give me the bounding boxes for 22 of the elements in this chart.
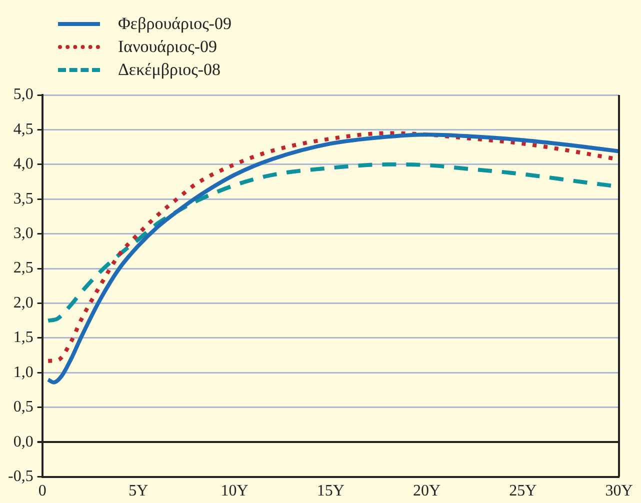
legend-label: Φεβρουάριος-09 <box>118 14 232 34</box>
legend-label: Δεκέμβριος-08 <box>118 60 220 80</box>
y-tick-label: 1,5 <box>13 329 34 346</box>
y-tick-label: 2,0 <box>13 294 34 312</box>
y-tick-label: 2,5 <box>13 260 34 277</box>
x-tick-label: 20Y <box>412 482 441 500</box>
x-tick-label: 25Y <box>509 482 538 500</box>
x-tick-label: 30Y <box>605 482 634 500</box>
legend-label: Ιανουάριος-09 <box>118 36 218 56</box>
y-tick-label: -0,5 <box>8 468 34 486</box>
y-tick-label: 3,5 <box>13 190 34 208</box>
y-tick-label: 0,5 <box>13 398 34 416</box>
y-tick-label: 5,0 <box>13 86 34 104</box>
y-tick-label: 0,0 <box>13 433 34 450</box>
y-tick-label: 3,0 <box>13 225 34 242</box>
y-tick-label: 4,5 <box>13 120 34 138</box>
x-tick-label: 0 <box>38 482 46 500</box>
x-tick-label: 5Y <box>128 482 149 500</box>
y-tick-label: 4,0 <box>13 156 34 173</box>
y-tick-label: 1,0 <box>13 364 34 381</box>
x-tick-label: 15Y <box>316 482 345 500</box>
x-tick-label: 10Y <box>220 482 249 500</box>
